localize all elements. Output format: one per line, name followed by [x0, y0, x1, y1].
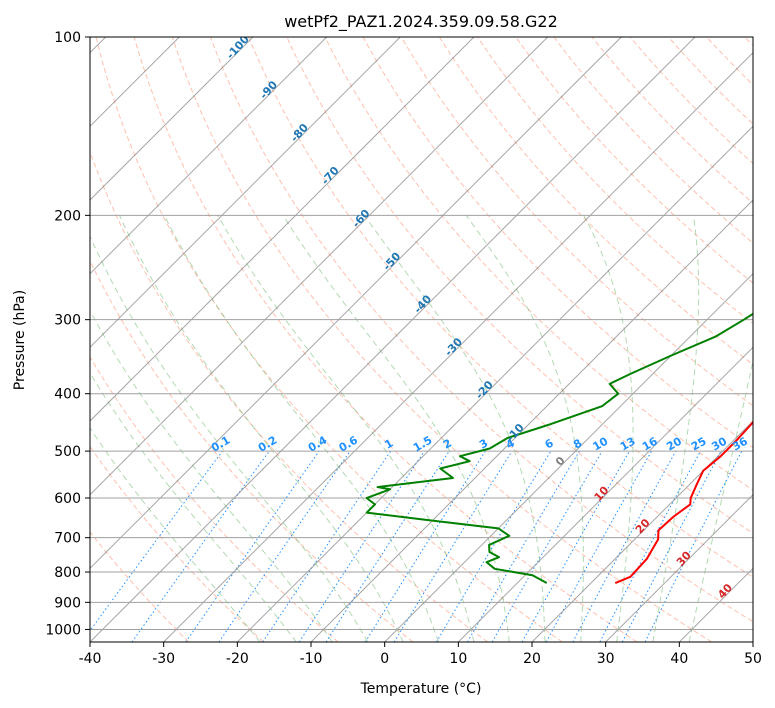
- x-tick-label: 40: [670, 651, 688, 667]
- x-axis-title: Temperature (°C): [360, 681, 482, 697]
- moist-adiabat: [282, 215, 510, 642]
- y-tick-label: 900: [54, 595, 81, 611]
- x-tick-label: 30: [597, 651, 615, 667]
- isotherm: [163, 51, 753, 642]
- mixing-ratio-line: [435, 450, 552, 642]
- dry-adiabat: [477, 37, 753, 325]
- isotherm: [457, 346, 753, 642]
- isotherm: [90, 37, 328, 275]
- y-tick-label: 500: [54, 444, 81, 460]
- y-tick-label: 700: [54, 531, 81, 547]
- mixing-ratio-line: [572, 450, 677, 642]
- moist-adiabat: [465, 215, 584, 642]
- mixing-ratio-line: [364, 450, 486, 642]
- x-tick-label: -20: [226, 651, 249, 667]
- x-tick-label: 0: [380, 651, 389, 667]
- isotherm: [752, 641, 753, 642]
- dry-adiabat: [171, 37, 712, 642]
- x-tick-label: 10: [449, 651, 467, 667]
- dry-adiabat: [248, 37, 753, 578]
- dewpoint-profile: [365, 312, 753, 584]
- moist-adiabat: [90, 309, 333, 642]
- mixing-ratio-line: [467, 450, 580, 642]
- dry-adiabat: [400, 37, 753, 407]
- dry-adiabat: [324, 37, 753, 491]
- moist-adiabat: [90, 372, 297, 642]
- mixing-ratio-line: [90, 450, 223, 632]
- x-tick-label: 20: [523, 651, 541, 667]
- mixing-ratio-line: [218, 450, 351, 642]
- chart-title: wetPf2_PAZ1.2024.359.09.58.G22: [284, 12, 558, 32]
- dry-adiabat: [553, 37, 753, 244]
- isotherm: [90, 37, 622, 570]
- dry-adiabat: [439, 37, 753, 366]
- isotherms: [90, 37, 753, 642]
- mixing-ratio-line: [491, 450, 603, 642]
- y-tick-label: 300: [54, 313, 81, 329]
- dry-adiabat: [286, 37, 753, 534]
- isotherm: [384, 272, 753, 642]
- isotherm: [90, 37, 475, 422]
- y-tick-label: 1000: [45, 622, 81, 638]
- x-tick-label: -30: [152, 651, 175, 667]
- moist-adiabat: [652, 215, 700, 642]
- moist-adiabat: [583, 215, 634, 642]
- dry-adiabat: [90, 531, 190, 642]
- moist-adiabat: [90, 427, 261, 642]
- dry-adiabat: [90, 150, 488, 642]
- mixing-ratio-line: [393, 450, 513, 642]
- pressure-gridlines: [90, 37, 753, 630]
- plot-area: 0.1 0.2 0.4 0.6 1 1.5 2 3 4 6 8 10 13 16 20 25 30 36-100-…: [90, 37, 753, 642]
- moist-adiabat: [90, 235, 369, 642]
- plot-frame: [89, 36, 754, 643]
- y-tick-label: 200: [54, 208, 81, 224]
- moist-adiabat: [364, 215, 546, 642]
- mixing-ratio-line: [185, 450, 320, 642]
- dry-adiabat: [210, 37, 753, 623]
- y-axis-title: Pressure (hPa): [12, 290, 28, 390]
- x-axis: -40 -30 -20 -10 0 10 20 30 40 50: [79, 642, 762, 667]
- isotherm: [90, 37, 549, 496]
- mixing-ratio-lines: [90, 450, 743, 642]
- mixing-ratio-line: [325, 450, 450, 642]
- isotherm: [310, 199, 753, 642]
- profiles: [365, 312, 753, 584]
- y-tick-label: 400: [54, 387, 81, 403]
- mixing-ratio-line: [131, 450, 270, 642]
- x-tick-label: -10: [300, 651, 323, 667]
- dry-adiabat: [591, 37, 753, 204]
- y-tick-label: 800: [54, 565, 81, 581]
- y-axis: 1000 900 800 700 600 500 400 300 200 100: [45, 30, 90, 638]
- y-tick-label: 600: [54, 491, 81, 507]
- isotherm: [90, 37, 401, 349]
- isotherm: [90, 37, 696, 642]
- temperature-profile: [614, 420, 753, 584]
- mixing-ratio-line: [521, 450, 630, 642]
- y-tick-label: 100: [54, 30, 81, 46]
- x-tick-label: -40: [79, 651, 102, 667]
- dry-adiabat: [90, 356, 339, 642]
- x-tick-label: 50: [744, 651, 762, 667]
- isotherm: [605, 493, 753, 642]
- isotherm: [90, 37, 254, 201]
- isotherm: [531, 420, 753, 642]
- moist-adiabat: [217, 215, 475, 642]
- plot-background: [90, 37, 753, 642]
- moist-adiabat: [119, 215, 404, 642]
- isotherm: [236, 125, 753, 642]
